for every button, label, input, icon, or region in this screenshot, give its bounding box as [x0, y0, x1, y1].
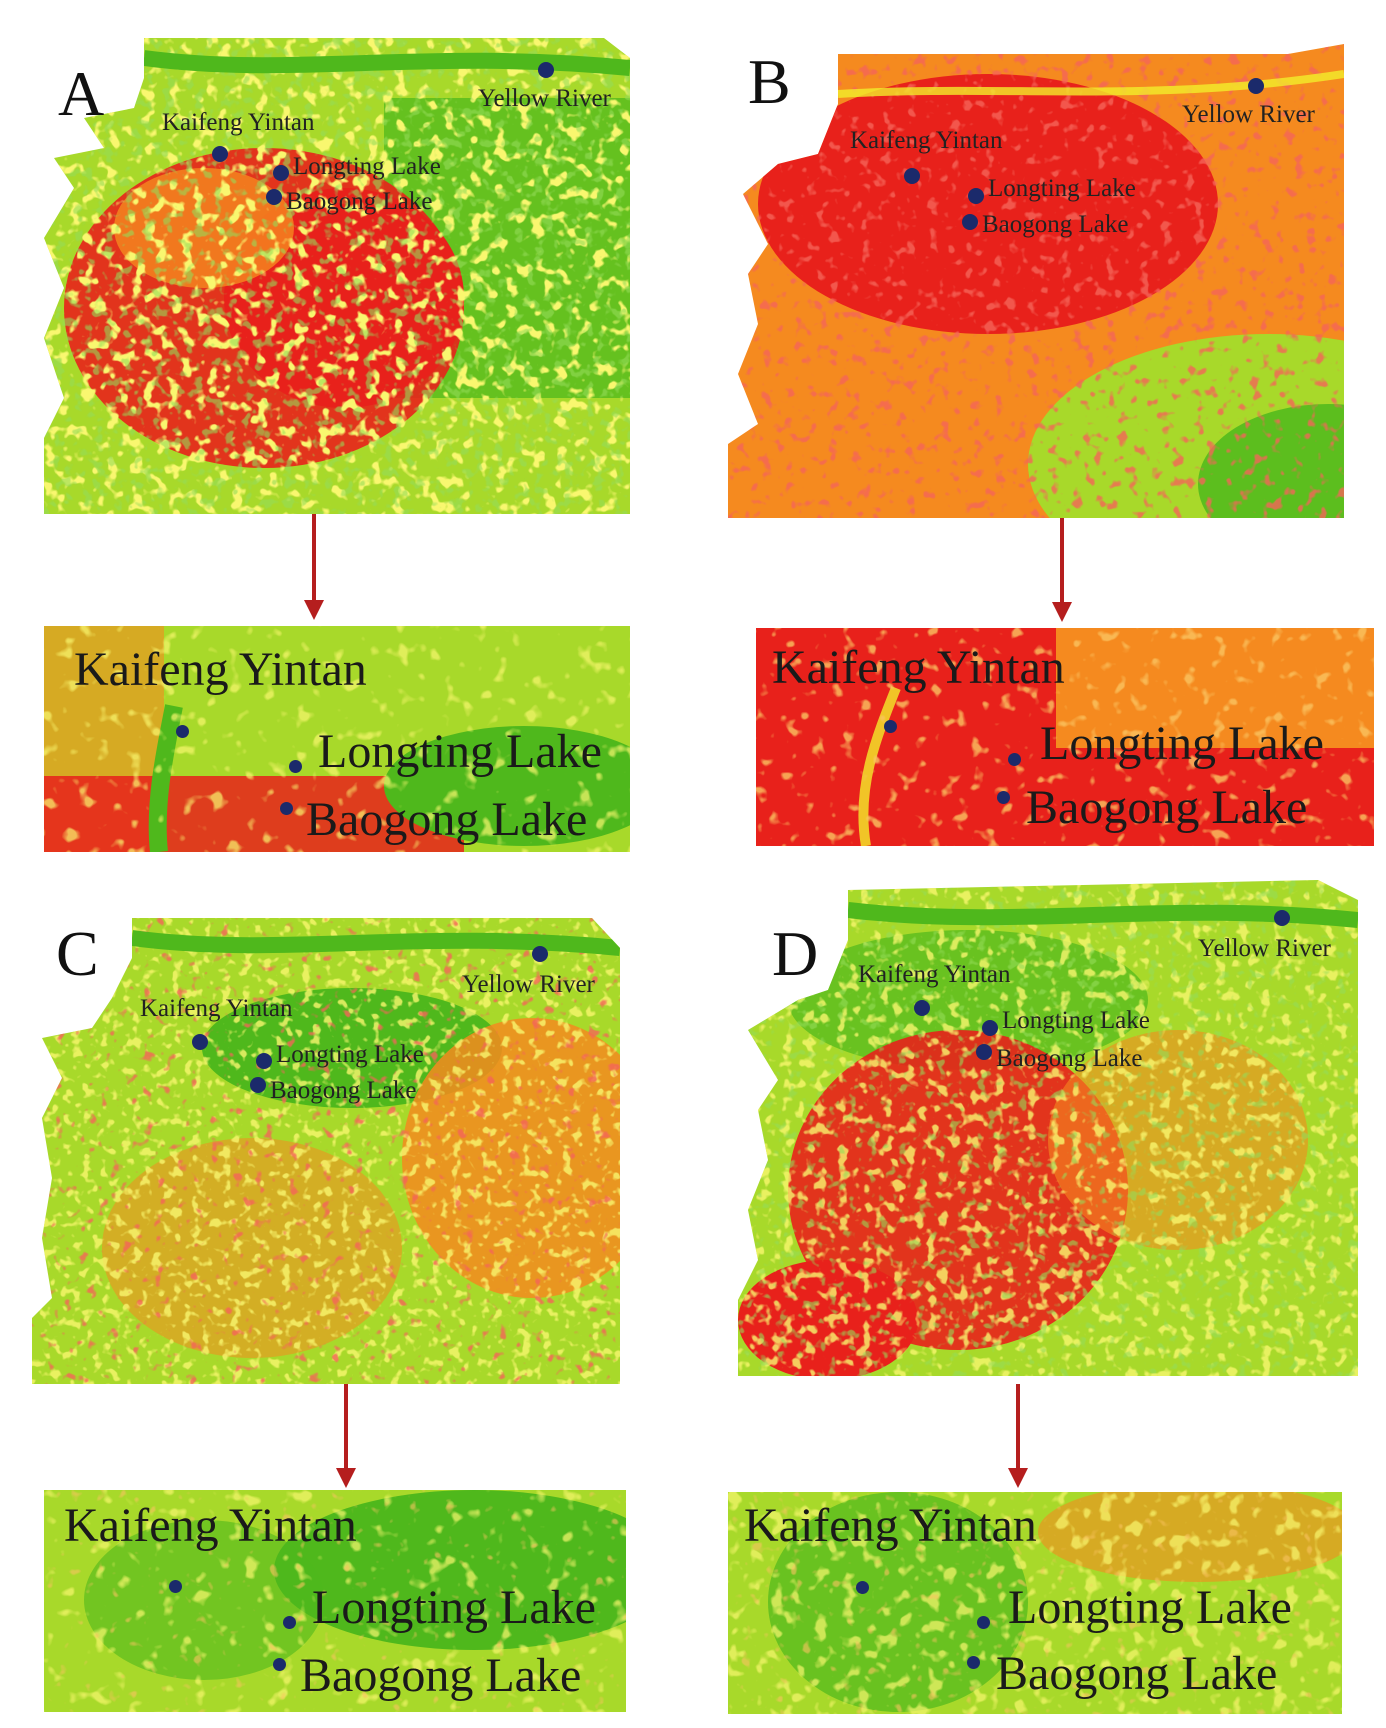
zoom-marker-kaifeng-yintan: [176, 725, 189, 738]
marker-kaifeng-yintan: [192, 1034, 208, 1050]
zoom-map-a-raster: [44, 626, 630, 852]
zoom-label-kaifeng-yintan: Kaifeng Yintan: [64, 1499, 357, 1552]
zoom-map-a: [44, 626, 630, 852]
zoom-map-d: [728, 1492, 1342, 1714]
label-longting-lake: Longting Lake: [988, 175, 1136, 202]
marker-kaifeng-yintan: [212, 146, 228, 162]
marker-baogong-lake: [250, 1077, 266, 1093]
label-kaifeng-yintan: Kaifeng Yintan: [858, 961, 1011, 988]
zoom-marker-longting-lake: [977, 1616, 990, 1629]
map-d-raster: [738, 880, 1358, 1376]
marker-longting-lake: [273, 165, 289, 181]
map-a: [44, 38, 630, 514]
label-yellow-river: Yellow River: [478, 85, 611, 112]
zoom-arrow-c: [336, 1384, 356, 1490]
label-longting-lake: Longting Lake: [276, 1041, 424, 1068]
marker-baogong-lake: [962, 214, 978, 230]
label-baogong-lake: Baogong Lake: [996, 1045, 1143, 1072]
map-b: [728, 44, 1344, 518]
label-longting-lake: Longting Lake: [1002, 1007, 1150, 1034]
marker-kaifeng-yintan: [914, 1000, 930, 1016]
zoom-arrow-a: [304, 514, 324, 622]
zoom-map-d-raster: [728, 1492, 1342, 1714]
label-kaifeng-yintan: Kaifeng Yintan: [162, 109, 315, 136]
marker-yellow-river: [1248, 78, 1264, 94]
zoom-marker-baogong-lake: [273, 1658, 286, 1671]
map-d: [738, 880, 1358, 1376]
marker-longting-lake: [256, 1053, 272, 1069]
zoom-label-longting-lake: Longting Lake: [1008, 1581, 1292, 1634]
zoom-arrow-b: [1052, 518, 1072, 624]
label-longting-lake: Longting Lake: [293, 153, 441, 180]
zoom-map-c-raster: [44, 1490, 626, 1712]
zoom-arrow-d: [1008, 1384, 1028, 1490]
label-yellow-river: Yellow River: [1198, 935, 1331, 962]
label-kaifeng-yintan: Kaifeng Yintan: [140, 995, 293, 1022]
panel-letter-b: B: [748, 46, 791, 117]
zoom-label-kaifeng-yintan: Kaifeng Yintan: [772, 641, 1065, 694]
zoom-marker-baogong-lake: [280, 802, 293, 815]
marker-baogong-lake: [976, 1044, 992, 1060]
zoom-label-baogong-lake: Baogong Lake: [300, 1649, 582, 1702]
zoom-label-baogong-lake: Baogong Lake: [996, 1647, 1278, 1700]
zoom-label-longting-lake: Longting Lake: [312, 1581, 596, 1634]
zoom-marker-kaifeng-yintan: [884, 720, 897, 733]
label-baogong-lake: Baogong Lake: [982, 211, 1129, 238]
marker-baogong-lake: [266, 189, 282, 205]
zoom-map-b: [756, 628, 1374, 846]
label-yellow-river: Yellow River: [1182, 101, 1315, 128]
zoom-label-baogong-lake: Baogong Lake: [306, 793, 588, 846]
marker-yellow-river: [1274, 910, 1290, 926]
zoom-marker-longting-lake: [289, 760, 302, 773]
zoom-label-kaifeng-yintan: Kaifeng Yintan: [74, 643, 367, 696]
panel-letter-c: C: [56, 918, 99, 989]
zoom-label-longting-lake: Longting Lake: [318, 725, 602, 778]
zoom-label-kaifeng-yintan: Kaifeng Yintan: [744, 1499, 1037, 1552]
label-kaifeng-yintan: Kaifeng Yintan: [850, 127, 1003, 154]
map-c-raster: [32, 918, 620, 1384]
zoom-marker-kaifeng-yintan: [856, 1581, 869, 1594]
zoom-marker-longting-lake: [1008, 753, 1021, 766]
label-baogong-lake: Baogong Lake: [270, 1077, 417, 1104]
zoom-marker-baogong-lake: [997, 791, 1010, 804]
zoom-label-baogong-lake: Baogong Lake: [1026, 781, 1308, 834]
map-a-raster: [44, 38, 630, 514]
zoom-label-longting-lake: Longting Lake: [1040, 717, 1324, 770]
marker-yellow-river: [538, 62, 554, 78]
marker-longting-lake: [968, 188, 984, 204]
marker-longting-lake: [982, 1020, 998, 1036]
zoom-map-b-raster: [756, 628, 1374, 846]
label-baogong-lake: Baogong Lake: [286, 188, 433, 215]
zoom-map-c: [44, 1490, 626, 1712]
panel-letter-a: A: [58, 58, 105, 129]
zoom-marker-baogong-lake: [967, 1656, 980, 1669]
map-c: [32, 918, 620, 1384]
zoom-marker-kaifeng-yintan: [169, 1580, 182, 1593]
zoom-marker-longting-lake: [283, 1616, 296, 1629]
label-yellow-river: Yellow River: [462, 971, 595, 998]
marker-yellow-river: [532, 946, 548, 962]
panel-letter-d: D: [772, 918, 819, 989]
map-b-raster: [728, 44, 1344, 518]
marker-kaifeng-yintan: [904, 168, 920, 184]
